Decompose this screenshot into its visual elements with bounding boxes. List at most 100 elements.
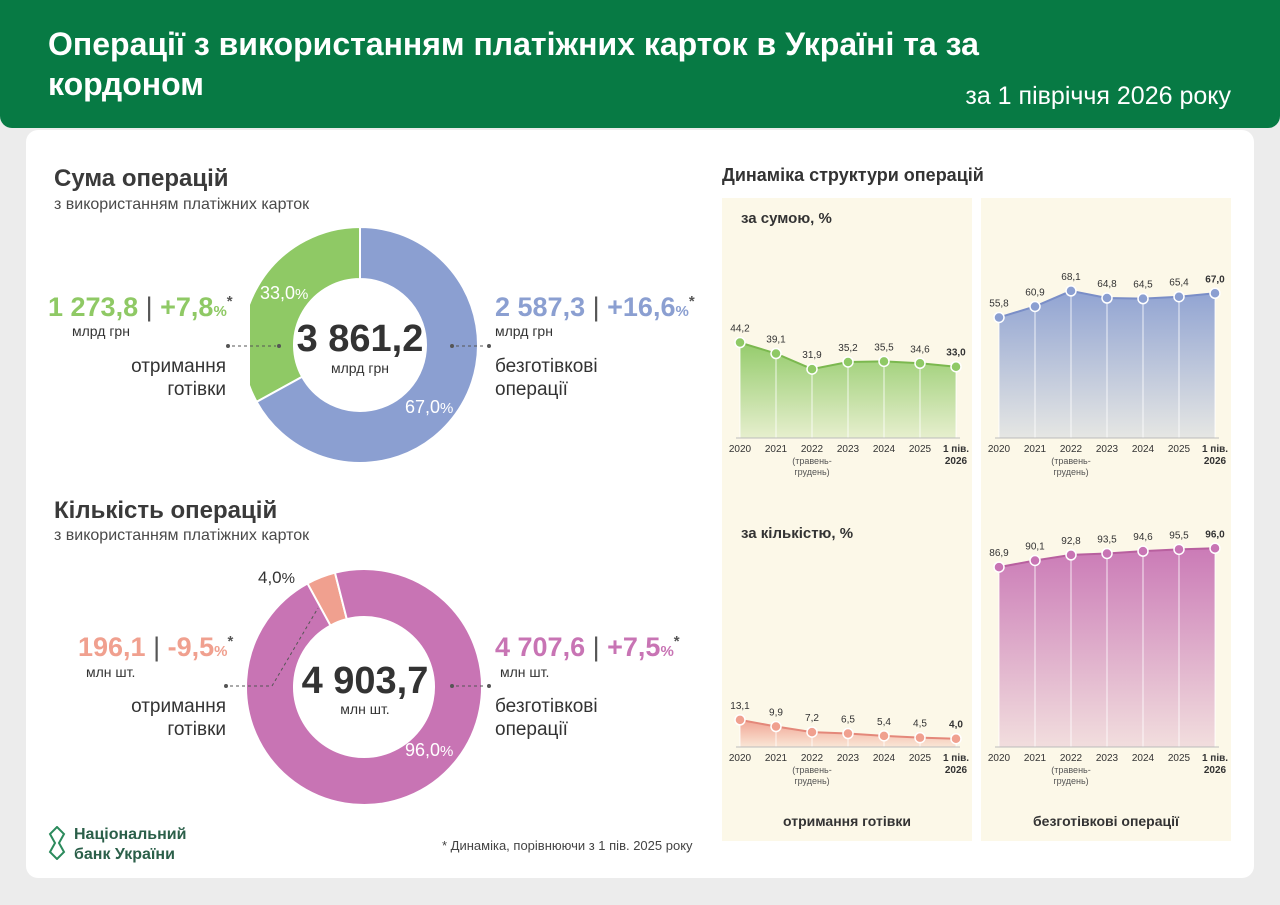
sum-cash-point — [950, 360, 962, 373]
sum-noncash-tick-label: 1 пів. — [1202, 444, 1228, 455]
sum-cash-point — [914, 357, 926, 370]
by-count-label: за кількістю, % — [741, 525, 854, 542]
count-noncash-data-label: 86,9 — [989, 548, 1009, 559]
period-label: за 1 півріччя 2026 року — [965, 82, 1231, 110]
sum-cash-point — [842, 356, 854, 368]
sum-noncash-point — [1101, 292, 1113, 304]
count-cash-area — [740, 719, 956, 747]
count-noncash-tick-note: грудень) — [1053, 776, 1088, 786]
count-cash-unit: млн шт. — [86, 664, 136, 680]
sum-noncash-label: безготівкові операції — [495, 356, 598, 400]
count-total: 4 903,7 — [301, 660, 429, 702]
sum-cash-leader — [226, 344, 281, 348]
count-noncash-point — [1209, 542, 1221, 555]
count-noncash-share-label: 96,0% — [405, 740, 454, 760]
count-cash-tick-label: 2021 — [765, 753, 788, 764]
sum-noncash-point — [993, 311, 1005, 324]
sum-noncash-tick-label: 2026 — [1204, 456, 1227, 467]
count-cash-share-label: 4,0% — [258, 568, 295, 587]
count-noncash-tick-label: 2022 — [1060, 753, 1083, 764]
sum-cash-tick-label: 2022 — [801, 444, 824, 455]
sum-cash-tick-label: 2021 — [765, 444, 788, 455]
sum-noncash-tick-label: 2021 — [1024, 444, 1047, 455]
sum-noncash-tick-label: 2024 — [1132, 444, 1155, 455]
sum-cash-share-label: 33,0% — [260, 283, 309, 303]
count-cash-tick-label: 2025 — [909, 753, 932, 764]
count-noncash-value: 4 707,6 | +7,5%* — [495, 632, 680, 662]
count-cash-point — [914, 731, 926, 744]
count-noncash-tick-label: 2024 — [1132, 753, 1155, 764]
count-title: Кількість операцій — [54, 497, 278, 524]
count-noncash-tick-label: 2020 — [988, 753, 1011, 764]
count-cash-point — [878, 730, 890, 742]
count-noncash-unit: млн шт. — [500, 664, 550, 680]
count-noncash-tick-label: 2025 — [1168, 753, 1191, 764]
count-cash-tick-label: 2022 — [801, 753, 824, 764]
count-noncash-data-label: 93,5 — [1097, 534, 1117, 545]
cash-panel-caption: отримання готівки — [783, 813, 911, 829]
sum-noncash-tick-note: (травень- — [1051, 456, 1090, 466]
nbu-logo-text: Національний банк України — [74, 826, 187, 863]
sum-cash-point — [878, 355, 890, 368]
count-noncash-data-label: 95,5 — [1169, 530, 1189, 541]
sum-cash-tick-note: грудень) — [794, 467, 829, 477]
count-subtitle: з використанням платіжних карток — [54, 527, 310, 544]
count-noncash-point — [1137, 545, 1149, 557]
sum-noncash-data-label: 67,0 — [1205, 274, 1225, 285]
sum-cash-tick-label: 2023 — [837, 444, 860, 455]
count-cash-point — [770, 720, 782, 733]
sum-noncash-point — [1137, 292, 1149, 305]
nbu-logo-icon — [48, 826, 66, 860]
header: Операції з використанням платіжних карто… — [0, 0, 1280, 128]
count-cash-tick-note: грудень) — [794, 776, 829, 786]
sum-donut-cash-slice — [250, 225, 361, 404]
sum-noncash-point — [1173, 290, 1185, 303]
sum-noncash-tick-label: 2022 — [1060, 444, 1083, 455]
sum-cash-tick-label: 2020 — [729, 444, 752, 455]
count-cash-data-label: 13,1 — [730, 701, 750, 712]
sum-donut — [250, 225, 479, 464]
sum-cash-point — [806, 363, 818, 375]
count-noncash-point — [1029, 554, 1041, 567]
count-cash-point — [734, 714, 746, 726]
by-sum-label: за сумою, % — [741, 210, 832, 227]
count-noncash-tick-label: 1 пів. — [1202, 753, 1228, 764]
sum-noncash-data-label: 64,8 — [1097, 279, 1117, 290]
count-cash-tick-label: 1 пів. — [943, 753, 969, 764]
count-cash-tick-label: 2024 — [873, 753, 896, 764]
sum-cash-tick-note: (травень- — [792, 456, 831, 466]
count-noncash-point — [1173, 543, 1185, 556]
sum-noncash-share-label: 67,0% — [405, 397, 454, 417]
count-cash-data-label: 9,9 — [769, 708, 783, 719]
sum-title: Сума операцій — [54, 165, 229, 192]
sum-noncash-value: 2 587,3 | +16,6%* — [495, 292, 695, 322]
sum-cash-tick-label: 2025 — [909, 444, 932, 455]
sum-noncash-point — [1209, 287, 1221, 300]
sum-cash-data-label: 31,9 — [802, 350, 822, 361]
sum-total: 3 861,2 — [296, 318, 424, 360]
count-cash-value: 196,1 | -9,5%* — [78, 632, 234, 662]
count-total-unit: млн шт. — [340, 701, 390, 717]
count-noncash-tick-label: 2021 — [1024, 753, 1047, 764]
page-title: Операції з використанням платіжних карто… — [48, 26, 979, 102]
sum-cash-label: отримання готівки — [131, 356, 226, 400]
count-cash-label: отримання готівки — [131, 696, 226, 740]
count-noncash-data-label: 96,0 — [1205, 529, 1225, 540]
sum-subtitle: з використанням платіжних карток — [54, 196, 310, 213]
count-donut — [245, 568, 483, 806]
sum-noncash-tick-note: грудень) — [1053, 467, 1088, 477]
count-cash-data-label: 4,0 — [949, 720, 963, 731]
sum-cash-tick-label: 1 пів. — [943, 444, 969, 455]
count-cash-data-label: 7,2 — [805, 713, 819, 724]
sum-cash-data-label: 35,2 — [838, 343, 858, 354]
count-noncash-tick-note: (травень- — [1051, 765, 1090, 775]
sum-noncash-data-label: 68,1 — [1061, 272, 1081, 283]
count-cash-point — [950, 732, 962, 745]
sum-total-unit: млрд грн — [331, 360, 389, 376]
count-cash-tick-note: (травень- — [792, 765, 831, 775]
count-noncash-tick-label: 2026 — [1204, 765, 1227, 776]
noncash-panel-caption: безготівкові операції — [1033, 813, 1179, 829]
count-noncash-point — [993, 561, 1005, 573]
count-cash-tick-label: 2023 — [837, 753, 860, 764]
dynamics-title: Динаміка структури операцій — [722, 165, 984, 185]
